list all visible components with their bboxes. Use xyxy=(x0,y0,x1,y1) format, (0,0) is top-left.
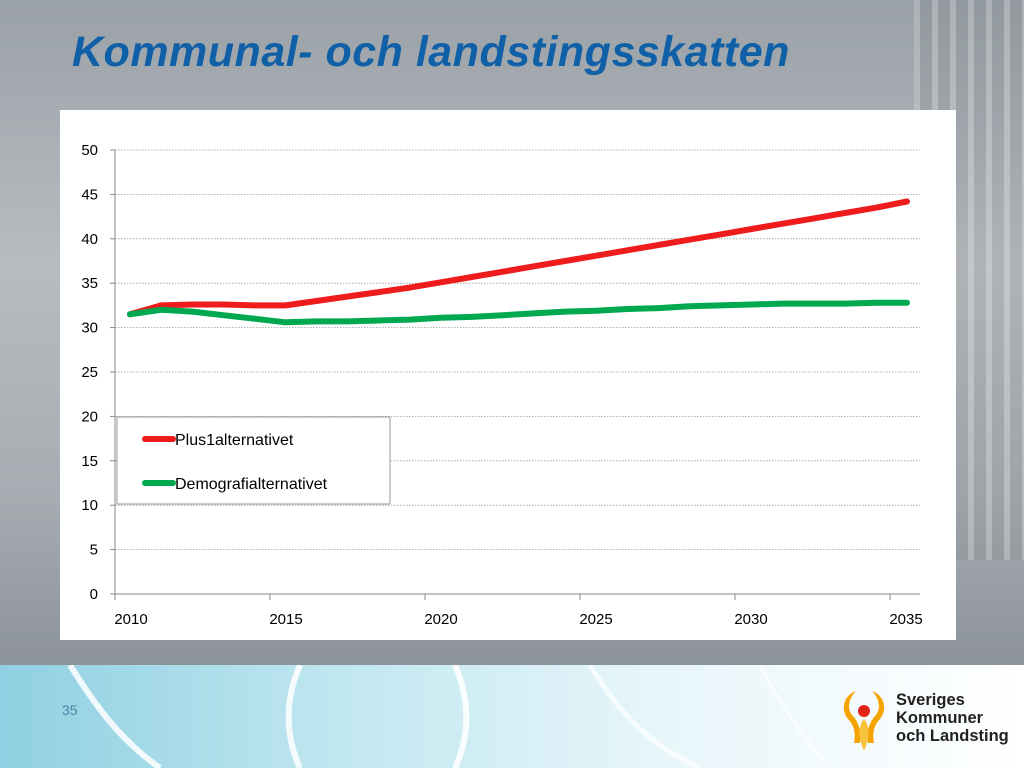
logo-line-3: och Landsting xyxy=(896,727,1009,745)
y-tick-label: 35 xyxy=(81,275,98,292)
x-tick-label: 2010 xyxy=(114,611,147,628)
chart-area: 0 5 10 15 20 25 30 35 40 45 50 2010 2015 2020 2025 2030… xyxy=(60,110,956,640)
y-tick-label: 5 xyxy=(90,542,98,559)
page-number: 35 xyxy=(62,702,78,718)
series-line-1 xyxy=(127,299,910,326)
skl-logo-icon xyxy=(843,691,885,751)
x-tick-label: 2030 xyxy=(734,611,767,628)
footer-decoration xyxy=(67,665,832,768)
logo-line-1: Sveriges xyxy=(896,691,965,709)
slide-footer: 35 Sveriges Kommuner och Landsting xyxy=(0,665,1024,768)
logo-line-2: Kommuner xyxy=(896,709,984,727)
x-tick-label: 2015 xyxy=(269,611,302,628)
legend-label-0: Plus1alternativet xyxy=(175,432,294,449)
y-tick-label: 15 xyxy=(81,453,98,470)
y-tick-label: 0 xyxy=(90,586,98,603)
y-tick-label: 20 xyxy=(81,408,98,425)
legend-box xyxy=(116,416,391,505)
x-tick-label: 2035 xyxy=(889,611,922,628)
x-tick-label: 2020 xyxy=(424,611,457,628)
y-tick-label: 30 xyxy=(81,320,98,337)
series-line-0 xyxy=(127,198,910,318)
y-tick-label: 40 xyxy=(81,231,98,248)
legend-label-1: Demografialternativet xyxy=(175,476,328,493)
y-tick-label: 10 xyxy=(81,497,98,514)
x-tick-label: 2025 xyxy=(579,611,612,628)
skl-logo-text: Sveriges Kommuner och Landsting xyxy=(896,691,1009,745)
y-tick-label: 25 xyxy=(81,364,98,381)
slide-title: Kommunal- och landstingsskatten xyxy=(72,28,790,76)
y-tick-label: 45 xyxy=(81,186,98,203)
y-tick-label: 50 xyxy=(81,142,98,159)
skl-logo: Sveriges Kommuner och Landsting xyxy=(836,685,1016,757)
